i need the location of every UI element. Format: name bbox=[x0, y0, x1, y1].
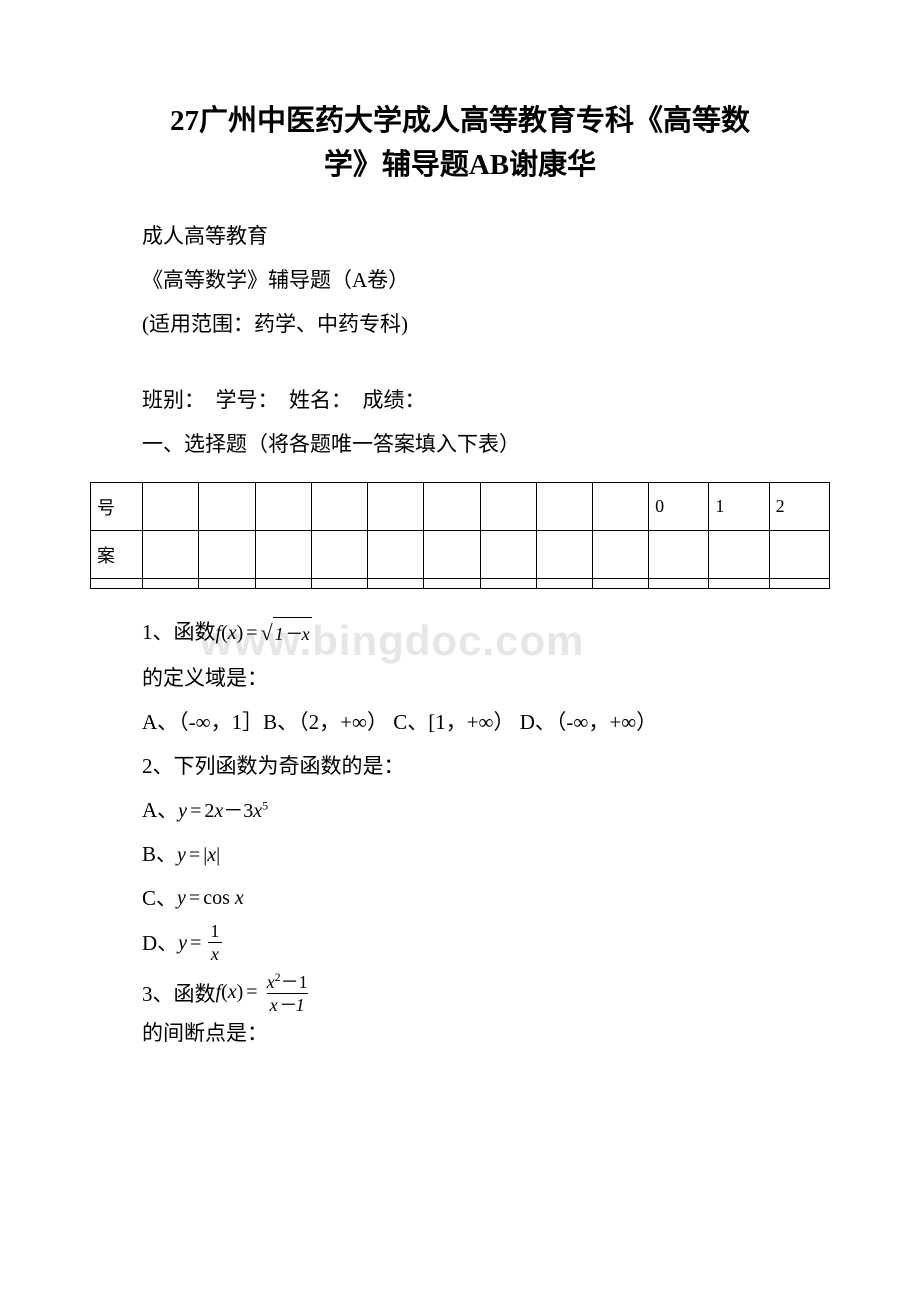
col-11: 1 bbox=[709, 483, 769, 531]
title-line-2: 学》辅导题AB谢康华 bbox=[324, 149, 596, 181]
q2-option-c: C、 y=cos x bbox=[142, 879, 830, 919]
q1-prefix: 1、函数 bbox=[142, 614, 216, 652]
answer-table: 号 0 1 2 案 bbox=[90, 482, 830, 589]
q1-radicand: 1－x bbox=[273, 617, 312, 650]
question-1-line: 1、函数 f(x)= √ 1－x bbox=[142, 613, 830, 653]
header-line-3: (适用范围：药学、中药专科) bbox=[142, 305, 830, 345]
table-row: 案 bbox=[91, 531, 830, 579]
row-label: 案 bbox=[91, 531, 143, 579]
title-line-1: 27广州中医药大学成人高等教育专科《高等数 bbox=[170, 105, 750, 137]
question-2-text: 2、下列函数为奇函数的是： bbox=[142, 747, 830, 787]
document-title: 27广州中医药大学成人高等教育专科《高等数 学》辅导题AB谢康华 bbox=[90, 100, 830, 187]
question-3-line: 3、函数 f(x)= x2－1 x－1 bbox=[142, 971, 830, 1014]
q3-part2: 的间断点是： bbox=[142, 1014, 830, 1054]
col-12: 2 bbox=[769, 483, 829, 531]
row-label: 号 bbox=[91, 483, 143, 531]
col-10: 0 bbox=[649, 483, 709, 531]
section-1-title: 一、选择题（将各题唯一答案填入下表） bbox=[142, 425, 830, 465]
q2-option-d: D、 y= 1 x bbox=[142, 922, 830, 963]
header-line-1: 成人高等教育 bbox=[142, 217, 830, 257]
header-line-2: 《高等数学》辅导题（A卷） bbox=[142, 261, 830, 301]
sqrt-icon: √ bbox=[261, 613, 273, 653]
q2-option-b: B、 y=|x| bbox=[142, 835, 830, 875]
form-fields-line: 班别： 学号： 姓名： 成绩： bbox=[142, 381, 830, 421]
q2-option-a: A、 y=2x－3x5 bbox=[142, 791, 830, 831]
q1-options: A、（-∞，1］B、（2，+∞） C、[1，+∞） D、（-∞，+∞） bbox=[142, 703, 830, 743]
table-row bbox=[91, 579, 830, 589]
table-row: 号 0 1 2 bbox=[91, 483, 830, 531]
q1-part2: 的定义域是： bbox=[142, 659, 830, 699]
